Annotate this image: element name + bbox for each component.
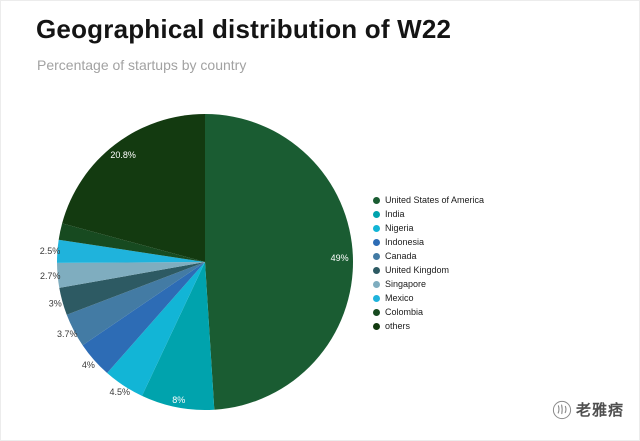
pie-chart: 49% 8% 4.5% 4% 3.7% 3% 2.7% 2.5% 20.8% — [40, 114, 353, 410]
legend-item-singapore: Singapore — [373, 277, 484, 291]
watermark-text: 老雅痞 — [575, 402, 624, 419]
pie-value-label-singapore: 2.7% — [40, 271, 61, 281]
legend-item-india: India — [373, 207, 484, 221]
legend-swatch-united-kingdom — [373, 266, 380, 274]
legend-label-singapore: Singapore — [385, 279, 427, 289]
legend-item-colombia: Colombia — [373, 305, 484, 319]
pie-value-label-indonesia: 4% — [82, 360, 95, 370]
watermark: 老雅痞 — [552, 399, 624, 420]
legend-swatch-colombia — [373, 308, 380, 316]
pie-slice-colombia — [58, 223, 206, 262]
legend-label-others: others — [385, 321, 411, 331]
legend-label-india: India — [385, 209, 405, 219]
legend-label-united-kingdom: United Kingdom — [385, 265, 450, 275]
legend-item-indonesia: Indonesia — [373, 235, 484, 249]
pie-slice-united-states-of-america — [205, 114, 353, 410]
pie-value-label-canada: 3.7% — [57, 329, 78, 339]
pie-value-label-others: 20.8% — [110, 150, 136, 160]
legend-swatch-india — [373, 210, 380, 218]
legend-swatch-singapore — [373, 280, 380, 288]
legend-item-others: others — [373, 319, 484, 333]
legend-swatch-nigeria — [373, 224, 380, 232]
legend-swatch-canada — [373, 252, 380, 260]
pie-slice-others — [62, 114, 205, 262]
legend-item-united-states-of-america: United States of America — [373, 193, 484, 207]
legend-label-united-states-of-america: United States of America — [385, 195, 485, 205]
legend-label-canada: Canada — [385, 251, 417, 261]
legend-item-nigeria: Nigeria — [373, 221, 484, 235]
legend-item-canada: Canada — [373, 249, 484, 263]
pie-slice-indonesia — [82, 262, 205, 374]
legend-swatch-indonesia — [373, 238, 380, 246]
chart-subtitle: Percentage of startups by country — [37, 57, 247, 73]
pie-slice-singapore — [57, 262, 205, 288]
legend-item-united-kingdom: United Kingdom — [373, 263, 484, 277]
pie-slice-nigeria — [107, 262, 205, 396]
pie-value-label-united-states-of-america: 49% — [331, 253, 349, 263]
pie-value-label-nigeria: 4.5% — [109, 387, 130, 397]
legend-label-indonesia: Indonesia — [385, 237, 425, 247]
legend: United States of America India Nigeria Indo… — [373, 193, 484, 333]
pie-value-label-india: 8% — [172, 395, 185, 405]
pie-value-label-united-kingdom: 3% — [49, 299, 62, 309]
chart-title: Geographical distribution of W22 — [36, 14, 452, 44]
pie-slice-canada — [66, 262, 205, 346]
pie-value-label-mexico: 2.5% — [40, 246, 61, 256]
pie-slice-united-kingdom — [59, 262, 205, 315]
legend-swatch-others — [373, 322, 380, 330]
legend-swatch-mexico — [373, 294, 380, 302]
legend-item-mexico: Mexico — [373, 291, 484, 305]
watermark-logo-icon — [552, 400, 572, 419]
legend-label-mexico: Mexico — [385, 293, 414, 303]
pie-slice-india — [141, 262, 215, 410]
legend-label-colombia: Colombia — [385, 307, 424, 317]
pie-slice-mexico — [57, 239, 205, 263]
legend-label-nigeria: Nigeria — [385, 223, 414, 233]
legend-swatch-united-states-of-america — [373, 196, 380, 204]
